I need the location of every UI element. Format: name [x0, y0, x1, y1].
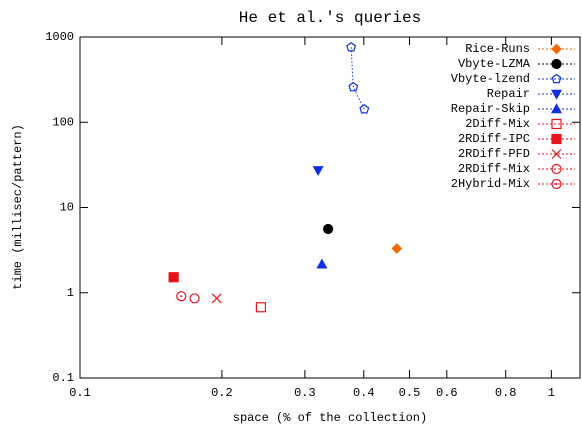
marker-ring [176, 291, 187, 302]
marker [255, 302, 267, 313]
marker [348, 81, 359, 92]
marker-dot [180, 295, 183, 298]
marker [346, 42, 357, 52]
legend-label: 2RDiff-IPC [458, 132, 530, 146]
legend-label: Vbyte-lzend [451, 72, 530, 86]
marker [550, 89, 563, 100]
x-tick-label: 0.4 [353, 386, 375, 400]
x-axis-label: space (% of the collection) [233, 411, 427, 425]
y-axis-label: time (millisec/pattern) [11, 124, 25, 290]
marker [551, 118, 562, 130]
y-tick-label: 1 [67, 286, 74, 300]
marker [211, 293, 222, 304]
legend-label: Repair [487, 87, 530, 101]
marker [176, 291, 187, 302]
x-tick-label: 0.8 [495, 386, 517, 400]
x-tick-label: 0.1 [69, 386, 91, 400]
marker [189, 293, 200, 304]
marker [551, 163, 562, 175]
x-tick-label: 0.2 [211, 386, 233, 400]
marker [323, 223, 334, 235]
marker-ring [551, 178, 562, 190]
marker [551, 178, 562, 190]
x-tick-label: 0.5 [399, 386, 421, 400]
legend-label: Repair-Skip [451, 102, 530, 116]
x-tick-label: 0.6 [436, 386, 458, 400]
legend-label: Rice-Runs [465, 42, 530, 56]
y-tick-label: 0.1 [52, 371, 74, 385]
marker [551, 149, 562, 159]
legend-label: 2RDiff-Mix [458, 162, 530, 176]
legend-label: 2RDiff-PFD [458, 147, 530, 161]
marker [551, 73, 562, 84]
marker [168, 272, 179, 283]
marker [316, 258, 328, 269]
y-tick-label: 1000 [45, 30, 74, 44]
chart-title: He et al.'s queries [239, 9, 421, 27]
x-tick-label: 1 [548, 386, 555, 400]
marker [391, 243, 403, 254]
legend-label: 2Diff-Mix [465, 117, 530, 131]
marker [551, 58, 562, 70]
marker [550, 103, 563, 114]
legend-label: Vbyte-LZMA [458, 57, 531, 71]
marker [359, 104, 370, 114]
marker [551, 133, 562, 145]
legend-label: 2Hybrid-Mix [451, 177, 530, 191]
marker-dot [555, 183, 558, 185]
y-tick-label: 100 [52, 115, 74, 129]
marker [551, 43, 562, 55]
x-tick-label: 0.3 [294, 386, 316, 400]
marker [312, 166, 324, 177]
series-line [350, 47, 365, 110]
y-tick-label: 10 [60, 201, 74, 215]
